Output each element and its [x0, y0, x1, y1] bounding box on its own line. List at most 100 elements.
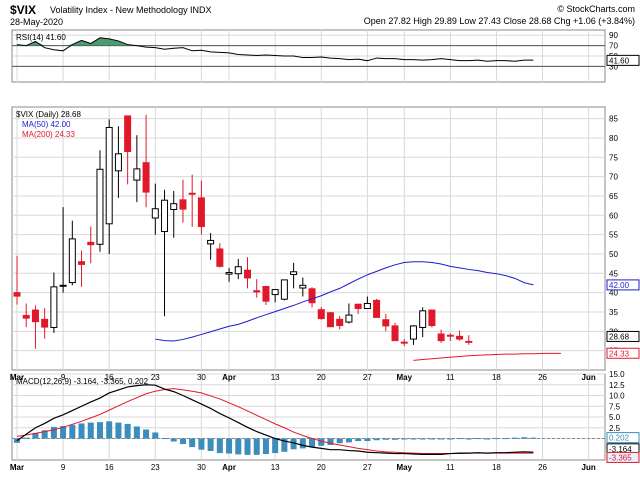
macd-histogram-bar	[438, 438, 445, 440]
macd-histogram-bar	[521, 437, 528, 439]
macd-histogram-bar	[133, 426, 140, 439]
macd-histogram-bar	[465, 438, 472, 440]
value-tag	[606, 279, 640, 291]
value-tag-label: 24.33	[609, 349, 630, 358]
macd-histogram-bar	[456, 438, 463, 440]
x-tick-label: 20	[317, 373, 326, 382]
candle-body	[262, 285, 270, 302]
x-tick-label: May	[396, 463, 412, 472]
candle-body	[391, 325, 399, 342]
y-tick-label: 15.0	[609, 370, 625, 379]
x-tick-label: 11	[446, 463, 455, 472]
candle-body	[290, 271, 298, 275]
value-tag-label: 42.00	[609, 281, 630, 290]
x-tick-label: 26	[538, 463, 547, 472]
y-tick-label: 5.0	[609, 413, 621, 422]
candle-body	[197, 197, 205, 228]
macd-histogram-bar	[23, 437, 30, 439]
y-tick-label: 40	[609, 289, 618, 298]
ma200-legend: MA(200) 24.33	[22, 130, 75, 139]
macd-histogram-bar	[392, 438, 399, 440]
candle-body	[400, 341, 408, 344]
rsi-line	[16, 37, 534, 62]
candle-body	[345, 314, 353, 323]
x-tick-label: 9	[61, 463, 66, 472]
x-tick-label: 16	[105, 373, 114, 382]
x-axis: Mar Mar 9 9 16 16 23 23 30 30 Apr Apr 13 13 20 20 27 27 Ma…	[10, 373, 596, 472]
macd-histogram-bar	[87, 422, 94, 439]
macd-histogram-bar	[493, 438, 500, 440]
candle-body	[326, 312, 334, 328]
value-tag	[606, 330, 640, 342]
candle-body	[253, 290, 261, 293]
candle-body	[96, 168, 104, 245]
x-tick-label: 16	[105, 463, 114, 472]
macd-histogram-bar	[216, 438, 223, 454]
stockcharts-watermark: © StockCharts.com	[557, 4, 635, 14]
x-tick-label: Jun	[582, 463, 596, 472]
candle-body	[382, 319, 390, 327]
y-tick-label: 12.5	[609, 381, 625, 390]
x-tick-label: 27	[363, 463, 372, 472]
candle-body	[308, 288, 316, 304]
candle-body	[428, 309, 436, 327]
macd-histogram-bar	[382, 438, 389, 440]
candle-body	[373, 299, 381, 318]
macd-histogram-bar	[511, 437, 518, 439]
candle-body	[59, 284, 67, 287]
macd-histogram-bar	[484, 438, 491, 440]
candle-body	[317, 309, 325, 320]
candle-body	[244, 269, 251, 279]
y-tick-label: 85	[609, 115, 618, 124]
macd-legend: MACD(12,26,9) -3.164, -3.365, 0.202	[16, 377, 149, 386]
macd-histogram-bar	[96, 422, 103, 439]
candle-body	[207, 239, 215, 245]
x-tick-label: 26	[538, 373, 547, 382]
macd-histogram-bar	[364, 438, 371, 442]
candle-body	[299, 284, 307, 289]
macd-histogram-bar	[50, 426, 57, 439]
candle-body	[234, 266, 242, 275]
y-tick-label: 65	[609, 192, 618, 201]
macd-histogram-bar	[41, 430, 48, 439]
macd-histogram-bar	[189, 438, 196, 448]
macd-histogram-bar	[336, 438, 343, 444]
x-tick-label: 30	[197, 373, 206, 382]
macd-histogram-bar	[115, 422, 122, 439]
macd-histogram-bar	[410, 438, 417, 440]
x-tick-label: Apr	[222, 373, 236, 382]
macd-histogram-bar	[244, 438, 251, 455]
macd-histogram-bar	[428, 438, 435, 440]
y-tick-label: 70	[609, 42, 618, 51]
y-tick-label: 2.5	[609, 424, 621, 433]
value-tag	[606, 347, 640, 359]
y-tick-label: 10.0	[609, 392, 625, 401]
macd-histogram-bar	[226, 438, 233, 454]
exchange-label: INDX	[190, 5, 212, 15]
y-tick-label: 35	[609, 308, 618, 317]
macd-histogram-bar	[299, 438, 306, 449]
candle-body	[271, 289, 279, 296]
macd-histogram-bar	[78, 423, 85, 439]
y-tick-label: 90	[609, 31, 618, 40]
macd-histogram-bar	[235, 438, 242, 455]
y-tick-label: 60	[609, 211, 618, 220]
macd-histogram-bar	[502, 438, 509, 440]
x-tick-label: 13	[271, 373, 280, 382]
macd-histogram-bar	[170, 438, 177, 442]
macd-histogram-bar	[419, 438, 426, 440]
price-legend: $VIX (Daily) 28.68	[16, 110, 81, 119]
index-name: Volatility Index - New Methodology	[50, 5, 188, 15]
x-tick-label: Mar	[10, 373, 24, 382]
macd-histogram-bar	[530, 437, 537, 439]
candle-body	[133, 168, 141, 181]
ma200-line	[413, 352, 561, 361]
macd-histogram-bar	[32, 432, 39, 439]
y-tick-label: 80	[609, 134, 618, 143]
y-tick-label: 70	[609, 173, 618, 182]
candle-body	[225, 272, 233, 275]
candle-body	[280, 279, 288, 300]
x-tick-label: 13	[271, 463, 280, 472]
y-tick-label: 45	[609, 269, 618, 278]
candle-body	[409, 325, 417, 340]
